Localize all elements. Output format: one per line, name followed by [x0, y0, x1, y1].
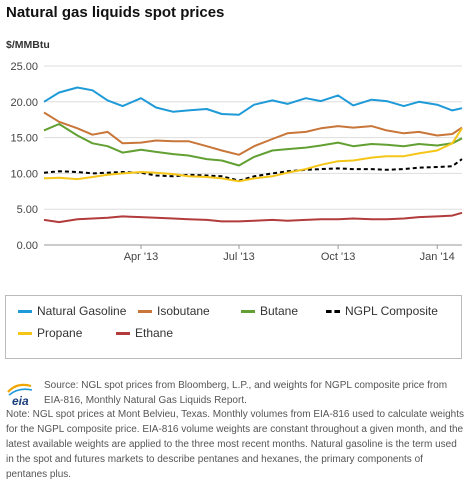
chart-title: Natural gas liquids spot prices — [6, 4, 225, 21]
svg-text:eia: eia — [12, 394, 29, 408]
series-line-butane — [43, 123, 463, 167]
legend-item: Isobutane — [138, 304, 210, 318]
legend-label: Natural Gasoline — [37, 304, 127, 318]
legend-swatch — [241, 310, 255, 314]
legend-item: Butane — [241, 304, 298, 318]
line-chart: 0.00 5.00 10.00 15.00 20.00 25.00 Apr '13 Jul … — [10, 61, 463, 263]
legend-item: Ethane — [116, 326, 173, 340]
y-tick-label: 20.00 — [10, 97, 38, 109]
x-tick-label: Oct '13 — [321, 251, 356, 263]
y-tick-label: 25.00 — [10, 61, 38, 73]
legend-swatch — [326, 310, 340, 314]
y-tick-label: 15.00 — [10, 133, 38, 145]
legend-label: NGPL Composite — [345, 304, 438, 318]
y-axis-unit: $/MMBtu — [6, 39, 50, 51]
x-tick-label: Jan '14 — [420, 251, 455, 263]
chart-legend: Natural Gasoline Isobutane Butane NGPL Comp… — [5, 295, 462, 359]
source-text: Source: NGL spot prices from Bloomberg, … — [44, 380, 448, 406]
series-line-ethane — [43, 211, 463, 224]
y-tick-label: 10.00 — [10, 168, 38, 180]
legend-swatch — [138, 310, 152, 314]
series-line-isobutane — [43, 111, 463, 156]
legend-label: Butane — [260, 304, 299, 318]
legend-label: Isobutane — [157, 304, 210, 318]
x-tick-label: Jul '13 — [223, 251, 254, 263]
y-tick-label: 5.00 — [17, 204, 38, 216]
x-tick-label: Apr '13 — [124, 251, 159, 263]
y-tick-label: 0.00 — [17, 240, 38, 252]
series-line-natural-gasoline — [43, 86, 463, 116]
series-line-ngpl-composite — [43, 158, 463, 182]
legend-item: Natural Gasoline — [18, 304, 126, 318]
legend-swatch — [18, 310, 32, 314]
eia-logo: eia — [7, 383, 33, 408]
legend-item: NGPL Composite — [326, 304, 438, 318]
legend-item: Propane — [18, 326, 82, 340]
series-line-propane — [43, 127, 463, 183]
legend-swatch — [18, 332, 32, 336]
legend-label: Ethane — [135, 326, 174, 340]
legend-swatch — [116, 332, 130, 336]
legend-label: Propane — [37, 326, 83, 340]
